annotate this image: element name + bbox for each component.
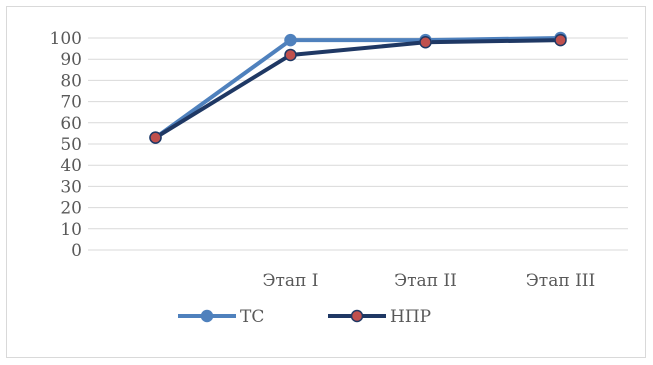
- chart-area: [6, 6, 646, 358]
- series-markers: [149, 31, 567, 144]
- y-tick-label: 60: [60, 114, 82, 134]
- y-tick-label: 30: [60, 177, 82, 197]
- x-tick-label: Этап III: [526, 271, 595, 291]
- y-tick-label: 0: [71, 241, 82, 261]
- legend-marker: [350, 309, 364, 323]
- legend-label: НПР: [390, 307, 431, 327]
- data-point: [149, 131, 162, 144]
- data-point: [554, 33, 567, 47]
- series-line-2: [154, 38, 561, 140]
- y-tick-label: 20: [60, 199, 82, 219]
- gridlines: [88, 37, 628, 251]
- legend: ТС НПР: [178, 307, 431, 327]
- x-tick-label: Этап II: [394, 271, 457, 291]
- y-tick-label: 70: [60, 93, 82, 113]
- y-tick-label: 100: [50, 29, 82, 49]
- legend-item: ТС: [178, 307, 264, 327]
- y-tick-label: 50: [60, 135, 82, 155]
- legend-marker: [200, 309, 214, 323]
- y-tick-label: 90: [60, 50, 82, 70]
- y-tick-label: 40: [60, 156, 82, 176]
- data-point: [284, 33, 297, 47]
- series-lines: [154, 36, 561, 140]
- data-point: [419, 35, 432, 49]
- y-tick-label: 80: [60, 71, 82, 91]
- legend-label: ТС: [240, 307, 264, 327]
- x-tick-label: Этап I: [263, 271, 319, 291]
- data-point: [284, 48, 297, 62]
- legend-item: НПР: [328, 307, 431, 327]
- series-line-1: [154, 36, 561, 140]
- y-tick-label: 10: [60, 220, 82, 240]
- x-axis-ticks: Этап I Этап II Этап III: [263, 271, 596, 291]
